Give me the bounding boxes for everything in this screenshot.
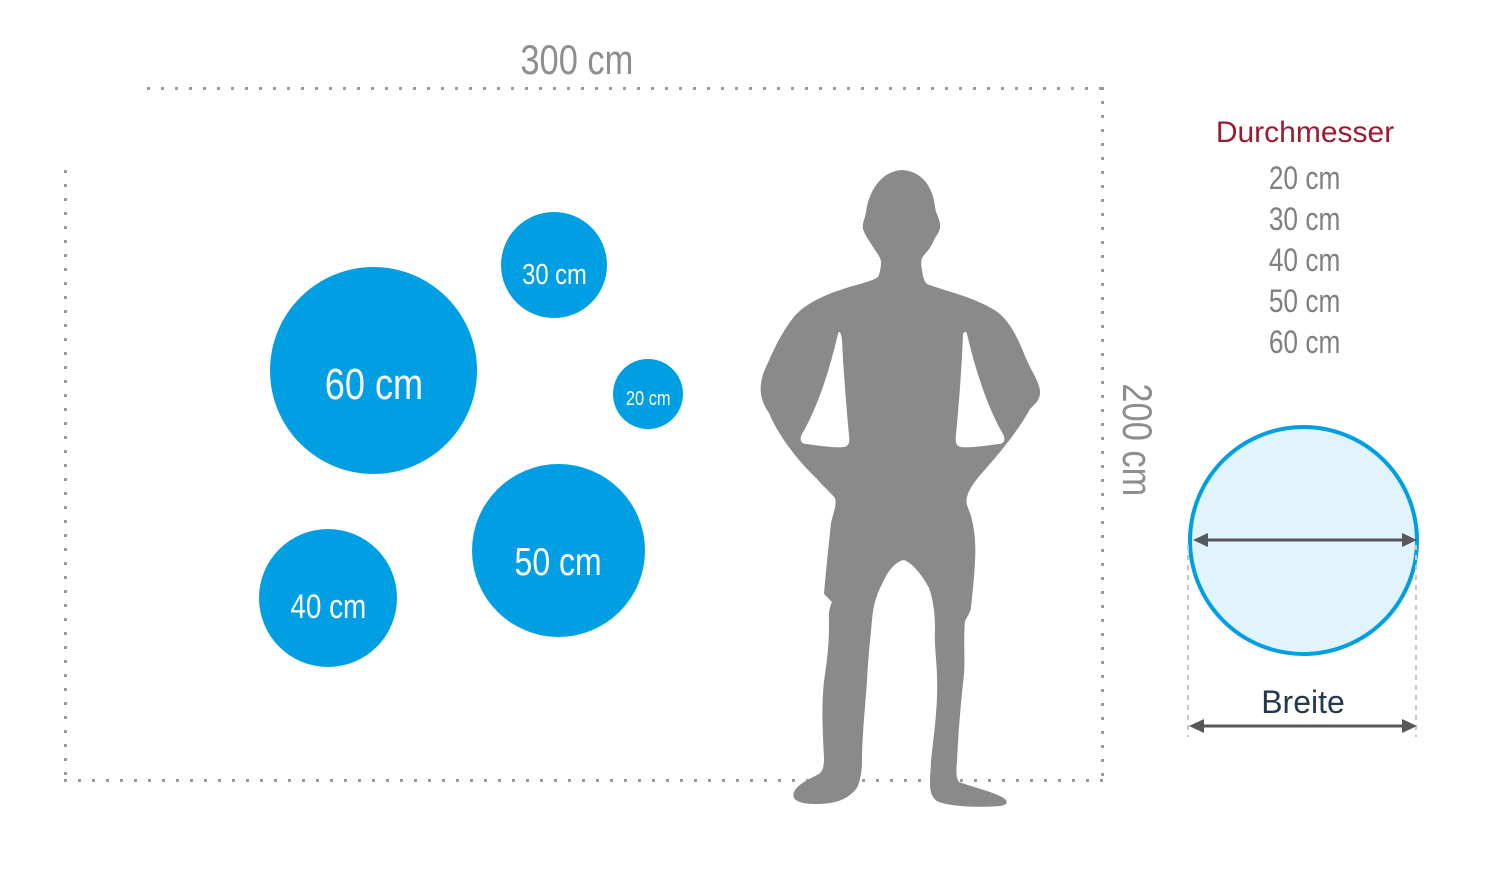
legend-size-50: 50 cm — [1269, 283, 1341, 319]
legend-size-item: 40 cm — [1210, 240, 1400, 281]
legend-size-item: 50 cm — [1210, 281, 1400, 322]
width-arrow-icon — [1189, 719, 1417, 733]
legend-size-40: 40 cm — [1269, 242, 1341, 278]
person-silhouette — [760, 170, 1041, 807]
legend-size-30: 30 cm — [1269, 201, 1341, 237]
size-circle-40cm: 40 cm — [259, 529, 397, 667]
legend-title: Durchmesser — [1215, 116, 1395, 149]
legend-size-list: 20 cm 30 cm 40 cm 50 cm 60 cm — [1210, 158, 1400, 363]
boundary-bottom-dotted-line — [64, 779, 1106, 782]
boundary-width-value: 300 cm — [520, 36, 634, 83]
width-measure-label: Breite — [1261, 684, 1345, 720]
legend-size-item: 60 cm — [1210, 322, 1400, 363]
size-circle-30cm: 30 cm — [501, 212, 607, 318]
legend-size-60: 60 cm — [1269, 324, 1341, 360]
size-circle-60cm-label: 60 cm — [324, 359, 423, 409]
size-circle-20cm-label: 20 cm — [625, 387, 671, 410]
boundary-right-dotted-line — [1101, 87, 1104, 782]
width-guide-line-left — [1187, 545, 1189, 737]
legend-size-item: 20 cm — [1210, 158, 1400, 199]
width-guide-line-right — [1415, 545, 1417, 737]
diameter-arrow-icon — [1193, 533, 1417, 547]
legend-size-item: 30 cm — [1210, 199, 1400, 240]
size-circle-60cm: 60 cm — [270, 267, 477, 474]
size-circle-50cm-label: 50 cm — [514, 540, 603, 584]
size-circle-40cm-label: 40 cm — [290, 587, 366, 626]
boundary-top-dotted-line — [147, 87, 1104, 90]
size-circle-20cm: 20 cm — [613, 359, 683, 429]
legend-size-20: 20 cm — [1269, 160, 1341, 196]
boundary-height-label: 200 cm — [1113, 360, 1161, 520]
boundary-height-value: 200 cm — [1114, 383, 1161, 497]
boundary-left-dotted-line — [64, 170, 67, 782]
size-circle-50cm: 50 cm — [472, 464, 645, 637]
boundary-width-label: 300 cm — [397, 36, 757, 84]
size-circle-30cm-label: 30 cm — [521, 258, 587, 291]
